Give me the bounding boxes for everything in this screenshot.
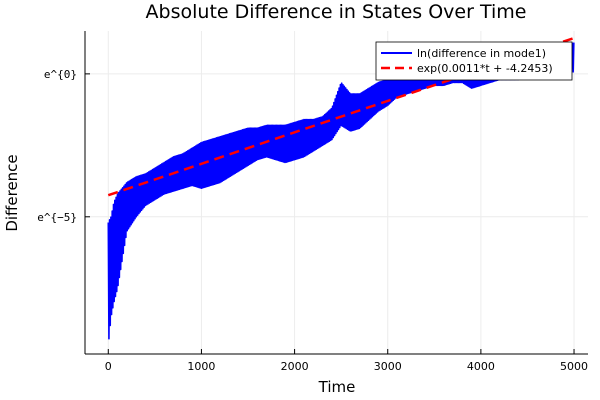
y-tick-label: e^{0}: [44, 68, 77, 81]
axes: [84, 31, 588, 355]
x-tick-label: 5000: [560, 360, 588, 373]
y-tick-label: e^{−5}: [37, 211, 77, 224]
x-tick-label: 0: [105, 360, 112, 373]
legend-label-mode1: ln(difference in mode1): [417, 47, 546, 60]
series-line-mode1: [107, 42, 575, 340]
x-tick-label: 2000: [281, 360, 309, 373]
y-axis-title: Difference: [3, 154, 21, 231]
legend-label-fit: exp(0.0011*t + -4.2453): [417, 62, 553, 75]
chart-title: Absolute Difference in States Over Time: [146, 1, 527, 23]
x-tick-label: 3000: [374, 360, 402, 373]
series-layer: [107, 36, 575, 340]
x-axis-title: Time: [318, 378, 356, 396]
ticks: 0 1000 2000 3000 4000 5000 e^{0} e^{−5}: [37, 68, 588, 373]
legend-box: [375, 41, 573, 81]
legend: ln(difference in mode1) exp(0.0011*t + -…: [375, 41, 573, 81]
x-tick-label: 1000: [187, 360, 215, 373]
x-tick-label: 4000: [467, 360, 495, 373]
